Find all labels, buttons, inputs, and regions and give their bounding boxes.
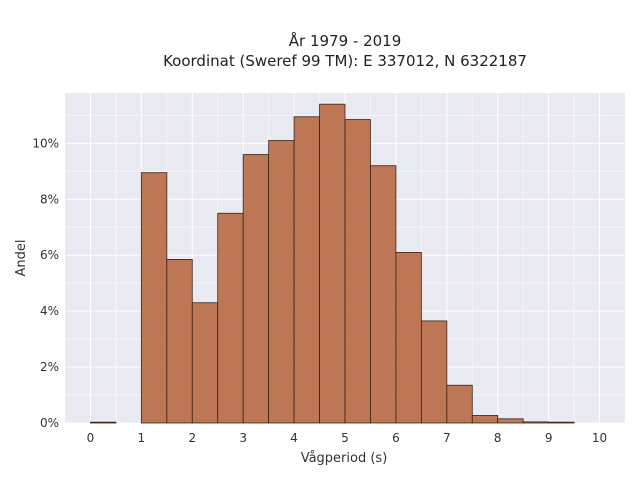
histogram-bar: [166, 258, 193, 424]
chart-title-line-2: Koordinat (Sweref 99 TM): E 337012, N 63…: [163, 52, 527, 70]
x-tick-label: 6: [392, 431, 400, 445]
histogram-bar: [319, 103, 346, 424]
histogram-bar: [268, 140, 295, 424]
histogram-bar: [90, 421, 117, 424]
histogram-bar: [370, 165, 397, 424]
histogram-bar: [420, 320, 448, 424]
tick-labels: 0 1 2 3 4 5 6 7 8 9 10 0% 2% 4% 6% 8% 10%: [32, 136, 607, 445]
bars: [90, 103, 575, 424]
y-tick-label: 2%: [40, 360, 59, 374]
histogram-bar: [242, 154, 270, 424]
y-tick-label: 10%: [32, 136, 59, 150]
histogram-bar: [217, 212, 244, 424]
histogram-bar: [446, 384, 473, 424]
y-axis-label: Andel: [14, 240, 29, 277]
x-tick-label: 3: [239, 431, 247, 445]
x-tick-label: 2: [188, 431, 196, 445]
x-tick-label: 4: [290, 431, 298, 445]
x-tick-label: 5: [341, 431, 349, 445]
histogram-bar: [471, 415, 499, 424]
histogram-bar: [344, 119, 371, 424]
histogram-bar: [522, 421, 550, 424]
histogram-bar: [293, 116, 320, 424]
histogram-bar: [140, 172, 168, 424]
histogram-bar: [191, 302, 219, 424]
chart-title-line-1: År 1979 - 2019: [289, 31, 402, 50]
histogram-bar: [395, 252, 422, 424]
x-tick-label: 7: [443, 431, 451, 445]
x-tick-label: 9: [545, 431, 553, 445]
x-axis-label: Vågperiod (s): [301, 451, 388, 466]
x-tick-label: 8: [494, 431, 502, 445]
y-tick-label: 4%: [40, 304, 59, 318]
x-tick-label: 10: [592, 431, 607, 445]
x-tick-label: 0: [87, 431, 95, 445]
histogram-bar: [497, 418, 524, 424]
y-tick-label: 8%: [40, 192, 59, 206]
y-tick-label: 6%: [40, 248, 59, 262]
x-tick-label: 1: [138, 431, 146, 445]
y-tick-label: 0%: [40, 416, 59, 430]
histogram-bar: [548, 421, 575, 424]
